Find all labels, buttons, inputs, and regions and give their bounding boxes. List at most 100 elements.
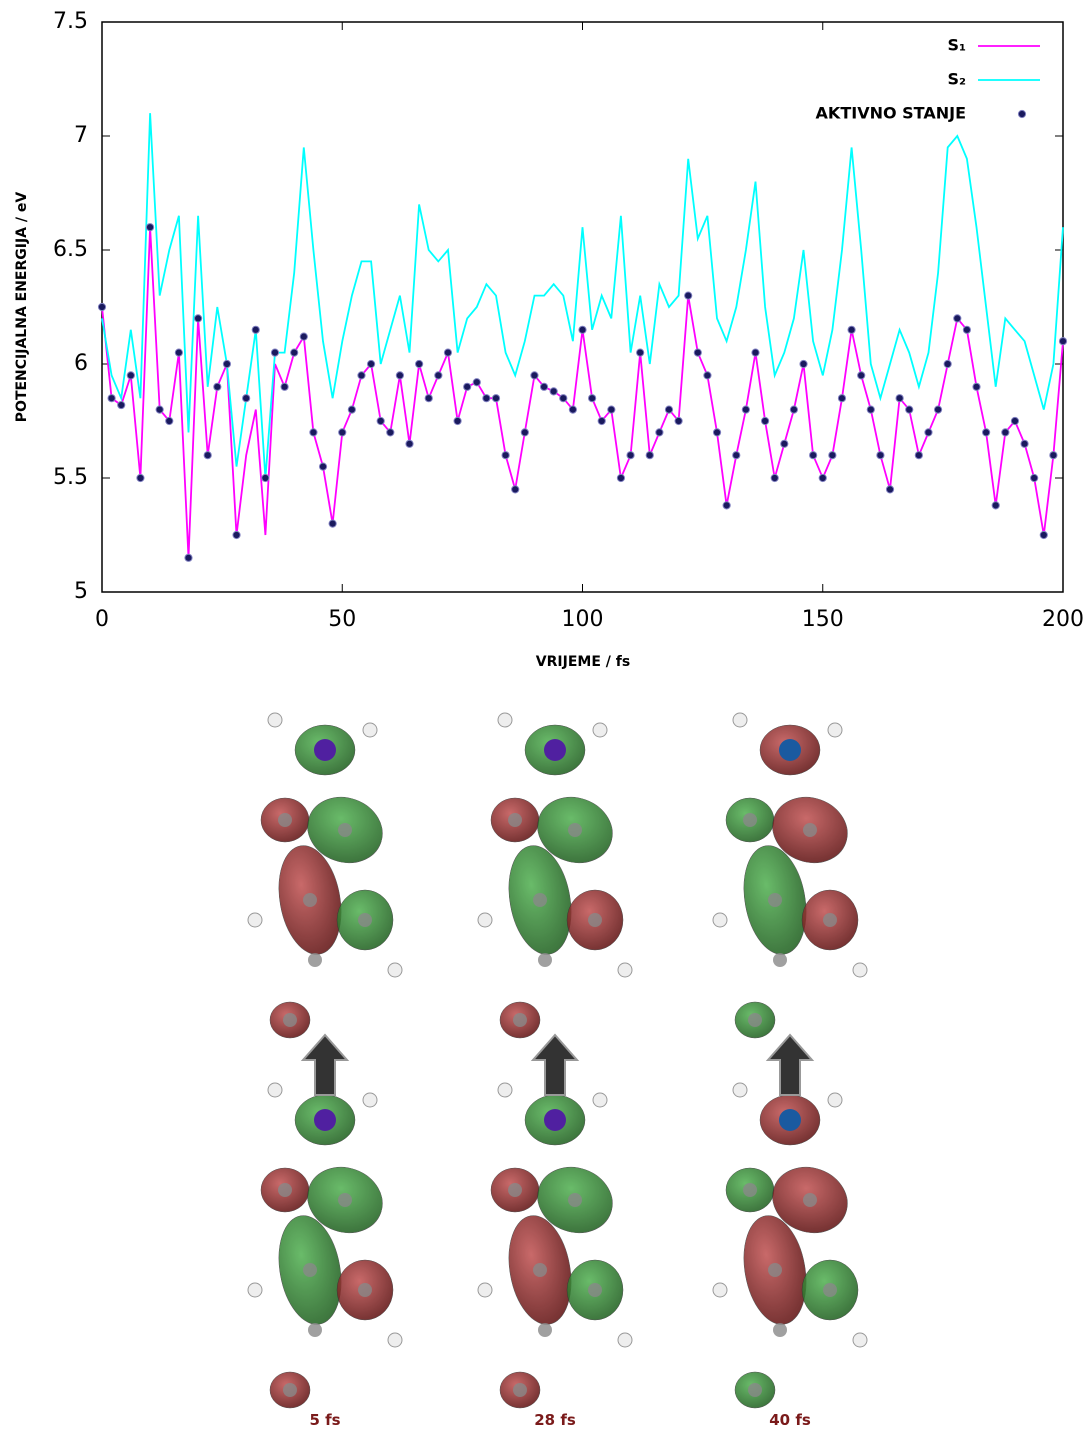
hydrogen	[592, 1092, 608, 1108]
active-state-point	[809, 451, 818, 460]
hydrogen	[617, 962, 633, 978]
active-state-point	[405, 439, 414, 448]
active-state-point	[1001, 428, 1010, 437]
molecule	[712, 1082, 868, 1409]
atom	[358, 1283, 372, 1297]
active-state-point	[684, 291, 693, 300]
active-state-point	[837, 394, 847, 403]
active-state-point	[588, 394, 597, 403]
time-caption: 40 fs	[769, 1411, 811, 1429]
active-state-point	[203, 451, 212, 460]
active-state-point	[530, 371, 539, 380]
molecule	[712, 712, 868, 1039]
x-axis-title: VRIJEME / fs	[536, 654, 630, 670]
active-state-point	[1020, 439, 1029, 448]
active-state-point	[722, 501, 731, 510]
active-state-point	[251, 325, 260, 334]
active-state-point	[318, 462, 328, 471]
y-tick-label: 5.5	[53, 465, 88, 490]
active-state-point	[751, 348, 760, 357]
active-state-point	[309, 428, 318, 437]
molecule	[247, 1082, 403, 1409]
legend-label: AKTIVNO STANJE	[816, 104, 966, 123]
hydrogen	[387, 962, 403, 978]
x-tick-label: 0	[95, 607, 109, 632]
active-state-point	[338, 428, 347, 437]
time-caption: 28 fs	[534, 1411, 576, 1429]
active-state-point	[184, 553, 193, 562]
active-state-point	[415, 359, 424, 369]
atom	[283, 1383, 297, 1397]
active-state-point	[520, 428, 529, 437]
active-state-point	[616, 473, 626, 483]
active-state-point	[242, 394, 251, 403]
hydrogen	[827, 1092, 843, 1108]
hydrogen	[617, 1332, 633, 1348]
active-state-point	[434, 371, 443, 380]
active-state-point	[991, 501, 1000, 510]
active-state-point	[789, 405, 799, 414]
atom	[588, 1283, 602, 1297]
atom	[568, 823, 582, 837]
atom	[568, 1193, 582, 1207]
molecule	[247, 712, 403, 1039]
y-tick-label: 6.5	[53, 237, 88, 262]
atom	[773, 953, 787, 967]
atom	[748, 1013, 762, 1027]
nitrogen	[544, 1109, 566, 1131]
active-state-point	[982, 428, 991, 437]
active-state-point	[145, 223, 155, 232]
active-state-point	[770, 473, 779, 483]
active-state-point	[453, 416, 462, 426]
nitrogen	[314, 1109, 336, 1131]
hydrogen	[362, 722, 378, 738]
hydrogen	[477, 912, 493, 928]
active-state-point	[511, 485, 520, 494]
active-state-point	[962, 325, 972, 334]
y-axis-title: POTENCIJALNA ENERGIJA / eV	[14, 192, 30, 423]
active-state-point	[165, 416, 174, 426]
active-state-point	[1049, 451, 1058, 460]
x-tick-label: 50	[328, 607, 356, 632]
active-state-point	[155, 405, 164, 414]
atom	[303, 1263, 317, 1277]
molecule	[477, 1082, 633, 1409]
active-state-point	[357, 371, 366, 380]
nitrogen	[779, 739, 801, 761]
active-state-point	[780, 439, 789, 448]
active-state-point	[290, 348, 299, 357]
atom	[773, 1323, 787, 1337]
nitrogen	[779, 1109, 801, 1131]
atom	[533, 1263, 547, 1277]
active-state-point	[933, 405, 943, 414]
y-tick-label: 7	[74, 123, 88, 148]
active-state-point	[463, 382, 472, 391]
active-state-point	[270, 348, 280, 357]
active-state-point	[905, 405, 914, 414]
active-state-point	[328, 519, 337, 528]
atom	[743, 813, 757, 827]
active-state-point	[924, 428, 933, 437]
atom	[768, 893, 782, 907]
active-state-point	[732, 451, 741, 460]
active-state-point	[491, 394, 501, 403]
active-state-point	[136, 473, 145, 483]
arrow	[530, 1033, 580, 1096]
active-state-point	[386, 428, 395, 437]
atom	[538, 953, 552, 967]
active-state-point	[549, 387, 558, 396]
active-state-point	[664, 405, 674, 414]
active-state-point	[953, 314, 962, 323]
hydrogen	[712, 1282, 728, 1298]
x-tick-label: 150	[802, 607, 844, 632]
active-state-point	[655, 428, 664, 437]
atom	[338, 1193, 352, 1207]
active-state-point	[943, 359, 952, 369]
active-state-point	[1010, 416, 1020, 426]
atom	[823, 913, 837, 927]
active-state-point	[482, 394, 491, 403]
active-state-point	[741, 405, 750, 414]
active-state-point	[693, 348, 702, 357]
legend-swatch	[1017, 109, 1027, 119]
active-state-point	[818, 473, 827, 483]
